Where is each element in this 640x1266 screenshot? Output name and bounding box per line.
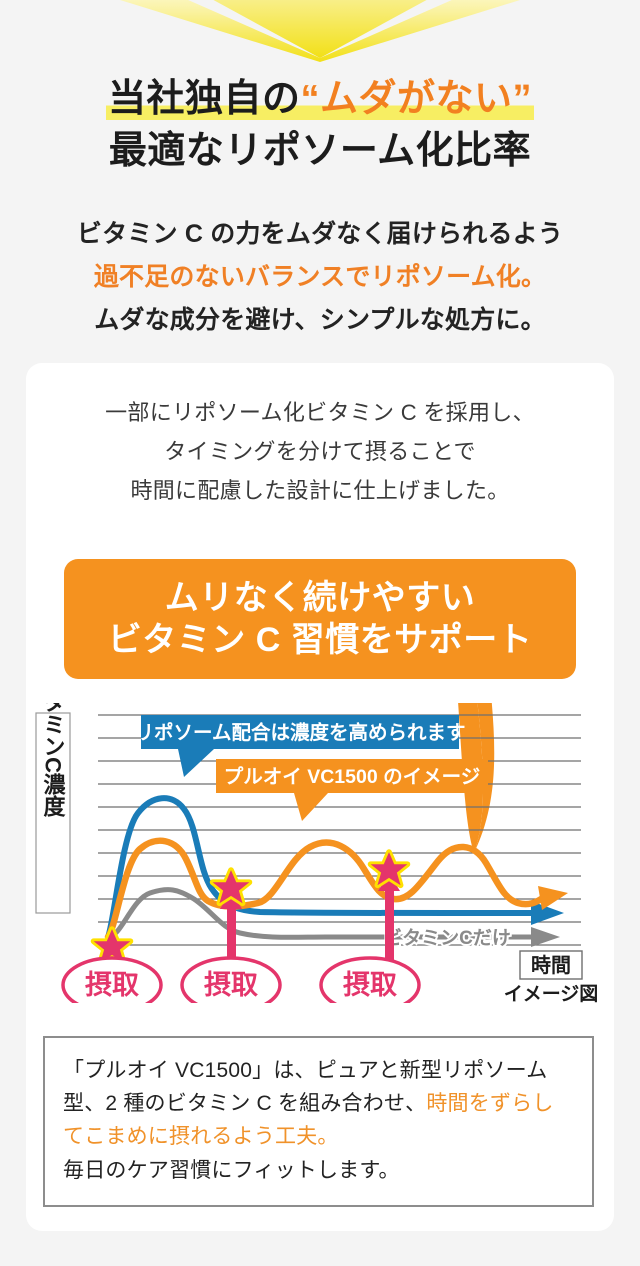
blood-concentration-chart: 血中ビタミンC濃度 リポソーム配合は濃度を高められます プルオイ VC1500 … [26, 703, 614, 1003]
y-axis-label: 血中ビタミンC濃度 [41, 703, 66, 818]
gray-series-label-text: ビタミンCだけ [383, 927, 511, 949]
note-line-2: 型、2 種のビタミン C を組み合わせ、時間をずらし [63, 1087, 574, 1120]
headline-line-1: 当社独自の“ムダがない” [0, 74, 640, 126]
y-axis-label-box: 血中ビタミンC濃度 [35, 703, 71, 914]
lead-paragraph: ビタミン C の力をムダなく届けられるよう 過不足のないバランスでリポソーム化。… [0, 213, 640, 342]
support-callout-banner: ムリなく続けやすい ビタミン C 習慣をサポート [64, 559, 576, 679]
note-line-4: 毎日のケア習慣にフィットします。 [63, 1158, 400, 1182]
star-marker-3 [367, 849, 411, 889]
intake-label-1-text: 摂取 [85, 970, 139, 1000]
orange-annotation-text: プルオイ VC1500 のイメージ [224, 765, 480, 788]
star-marker-1 [90, 926, 134, 966]
page-title: 当社独自の“ムダがない” 最適なリポソーム化比率 [0, 74, 640, 177]
intake-stars [90, 849, 411, 966]
intake-label-2-text: 摂取 [204, 970, 258, 1000]
orange-annotation-callout: プルオイ VC1500 のイメージ [216, 759, 488, 821]
series-line-liposome [105, 795, 537, 940]
x-axis-label: 時間 [531, 953, 571, 977]
callout-line-2: ビタミン C 習慣をサポート [107, 621, 533, 659]
note-line-1: 「プルオイ VC1500」は、ピュアと新型リポソーム [63, 1054, 574, 1087]
lead-line-2: 過不足のないバランスでリポソーム化。 [93, 263, 547, 291]
series-line-vc1500 [104, 837, 548, 941]
intake-label-1: 摂取 [61, 956, 163, 1003]
gray-series-label: ビタミンCだけ [381, 925, 513, 951]
headline-prefix: 当社独自の [107, 78, 301, 120]
intake-label-3-text: 摂取 [343, 970, 397, 1000]
lead-line-3: ムダな成分を避け、シンプルな処方に。 [94, 306, 546, 334]
note-line-1-text: 「プルオイ VC1500」は、ピュアと新型リポソーム [63, 1059, 548, 1082]
note-line-2-text: 型、2 種のビタミン C を組み合わせ、 [63, 1092, 427, 1116]
blue-annotation-callout: リポソーム配合は濃度を高められます [135, 715, 466, 777]
card-intro-line-2: タイミングを分けて摂ることで [164, 439, 476, 465]
intake-arrow-2 [220, 891, 242, 971]
intake-label-3: 摂取 [319, 956, 421, 1003]
series-arrow-gray [531, 927, 560, 947]
card-intro-line-1: 一部にリポソーム化ビタミン C を採用し、 [105, 400, 535, 425]
intake-label-2: 摂取 [180, 956, 282, 1003]
product-note-box: 「プルオイ VC1500」は、ピュアと新型リポソーム 型、2 種のビタミン C … [43, 1036, 594, 1207]
top-chevron-decoration [0, 0, 640, 62]
series-arrow-blue [531, 901, 564, 925]
chart-caption: イメージ図 [504, 983, 599, 1003]
headline-quoted: “ムダがない” [300, 78, 533, 120]
note-line-3: てこまめに摂れるよう工夫。 [63, 1125, 339, 1149]
intake-labels: 摂取 摂取 摂取 [61, 956, 421, 1003]
x-axis-label-box: 時間 [519, 950, 583, 980]
content-card: 一部にリポソーム化ビタミン C を採用し、 タイミングを分けて摂ることで 時間に… [26, 363, 614, 1231]
intake-arrow-3 [378, 873, 400, 971]
note-line-2-accent: 時間をずらし [426, 1092, 554, 1116]
chevron-down-icon [120, 0, 520, 62]
intake-arrows [220, 873, 400, 971]
headline-line-2: 最適なリポソーム化比率 [108, 129, 532, 172]
card-intro-line-3: 時間に配慮した設計に仕上げました。 [130, 478, 510, 504]
card-intro-text: 一部にリポソーム化ビタミン C を採用し、 タイミングを分けて摂ることで 時間に… [26, 393, 614, 510]
series-arrow-orange [538, 886, 568, 910]
lead-line-1: ビタミン C の力をムダなく届けられるよう [76, 220, 564, 248]
star-marker-2 [209, 867, 253, 907]
blue-annotation-text: リポソーム配合は濃度を高められます [135, 721, 466, 744]
series-line-vitamin-c-only [105, 887, 537, 941]
callout-line-1: ムリなく続けやすい [164, 578, 476, 617]
